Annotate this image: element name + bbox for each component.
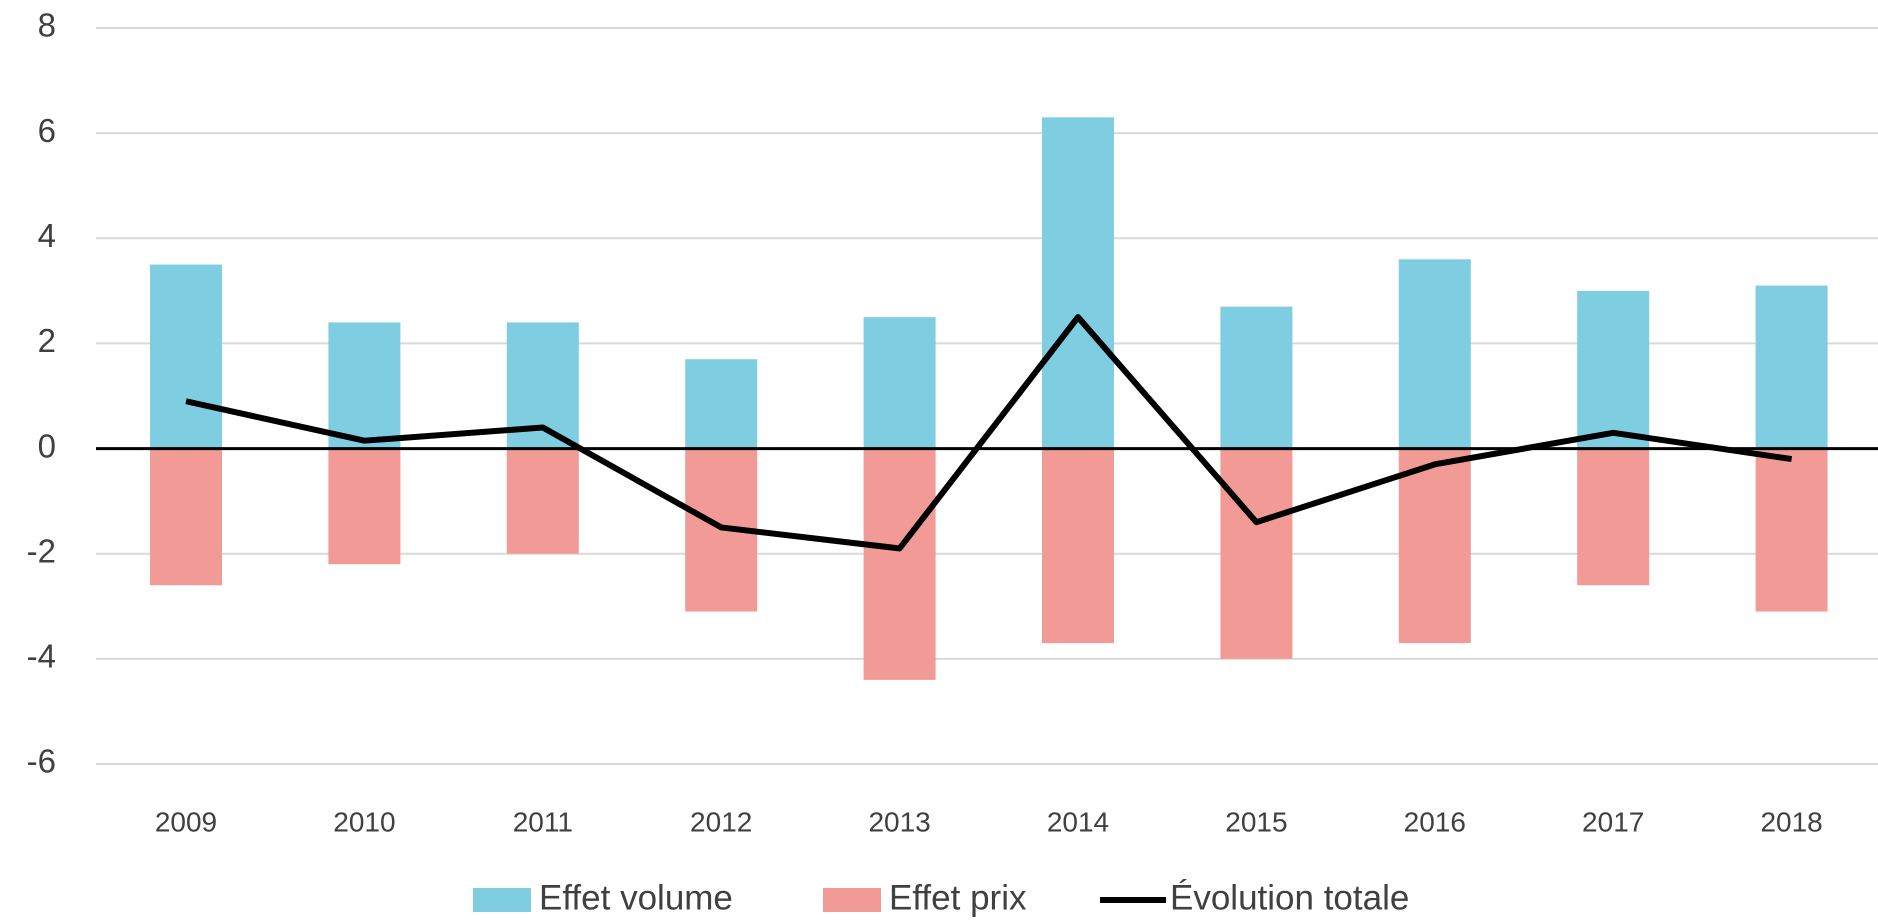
bar [150,448,222,586]
x-tick-label: 2014 [1047,806,1109,837]
bar [1398,448,1471,644]
legend-swatch [823,888,881,912]
bar [863,317,936,449]
x-tick-label: 2013 [868,806,930,837]
y-tick-label: 2 [38,322,56,359]
bar [863,448,936,680]
y-tick-label: 0 [38,427,56,464]
x-tick-label: 2015 [1225,806,1287,837]
bar [1398,259,1471,449]
bar [685,359,758,449]
bar [1577,290,1650,449]
bar [1042,448,1114,644]
bar [1755,448,1828,612]
legend-swatch [473,888,531,912]
bar [150,264,222,449]
legend-label: Effet prix [889,878,1027,917]
y-tick-label: 8 [38,7,56,44]
bar [1577,448,1650,586]
bar [1220,448,1293,659]
bar [1755,285,1828,449]
y-tick-label: 4 [38,217,56,254]
x-tick-label: 2012 [690,806,752,837]
bar [328,448,401,565]
legend-label: Évolution totale [1170,878,1409,917]
y-tick-label: -4 [27,638,56,675]
x-tick-label: 2010 [333,806,395,837]
y-tick-label: -6 [27,743,56,780]
bar [1042,117,1114,449]
y-tick-label: -2 [27,532,56,569]
line [185,314,1793,552]
x-tick-label: 2016 [1404,806,1466,837]
x-tick-label: 2017 [1582,806,1644,837]
x-tick-label: 2009 [155,806,217,837]
x-tick-label: 2011 [513,806,573,837]
x-tick-label: 2018 [1760,806,1822,837]
bar [328,322,401,449]
legend-label: Effet volume [539,878,733,917]
bar [506,448,579,554]
bar [1220,306,1293,449]
y-tick-label: 6 [38,112,56,149]
